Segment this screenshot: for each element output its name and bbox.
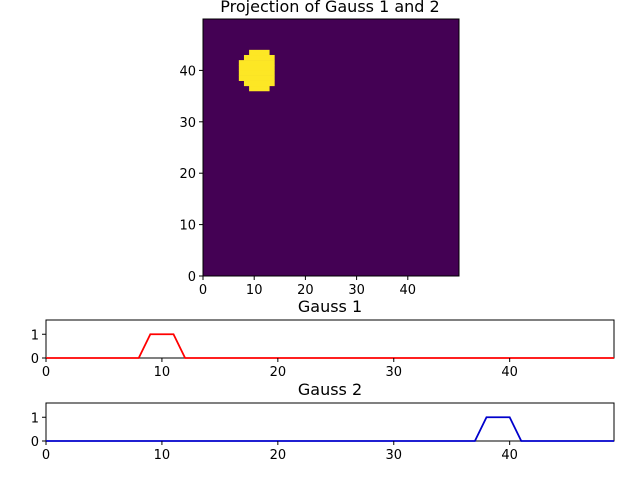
heatmap-cell-row xyxy=(238,70,275,76)
heatmap-panel: Projection of Gauss 1 and 2 0 10 20 30 40 0 1… xyxy=(179,0,460,298)
y-tick-label: 1 xyxy=(31,328,39,343)
x-tick-label: 10 xyxy=(154,448,171,463)
gauss2-axes-frame xyxy=(45,402,615,442)
heatmap-cell-row xyxy=(238,60,275,66)
x-tick-label: 20 xyxy=(270,365,287,380)
heatmap-background xyxy=(203,19,459,276)
gauss2-panel: Gauss 2 0 10 20 30 40 01 xyxy=(31,380,615,463)
x-tick-label: 40 xyxy=(501,365,518,380)
y-tick-label: 1 xyxy=(31,411,39,426)
x-tick-label: 40 xyxy=(501,448,518,463)
y-tick-label: 0 xyxy=(31,435,39,450)
x-tick-label: 20 xyxy=(297,283,314,298)
gauss1-series xyxy=(46,333,614,359)
heatmap-cell-row xyxy=(238,75,275,81)
x-tick-label: 0 xyxy=(199,283,207,298)
x-tick-label: 0 xyxy=(42,448,50,463)
x-tick-label: 40 xyxy=(400,283,417,298)
heatmap-cell-row xyxy=(249,49,270,56)
y-tick-label: 0 xyxy=(31,352,39,367)
heatmap-title: Projection of Gauss 1 and 2 xyxy=(220,0,439,16)
x-tick-label: 20 xyxy=(270,448,287,463)
y-tick-label: 20 xyxy=(179,167,196,182)
series-line xyxy=(46,416,614,442)
x-tick-label: 30 xyxy=(348,283,365,298)
y-tick-label: 0 xyxy=(188,270,196,285)
gauss2-y-ticks: 01 xyxy=(31,411,46,450)
heatmap-cell-row xyxy=(238,65,275,71)
series-line xyxy=(46,333,614,359)
x-tick-label: 10 xyxy=(154,365,171,380)
x-tick-label: 30 xyxy=(385,365,402,380)
gauss2-x-ticks: 0 10 20 30 40 xyxy=(42,441,518,463)
y-tick-label: 10 xyxy=(179,219,196,234)
heatmap-highlight xyxy=(238,49,275,92)
y-tick-label: 30 xyxy=(179,116,196,131)
heatmap-cell-row xyxy=(243,80,275,87)
gauss1-panel: Gauss 1 0 10 20 30 40 01 xyxy=(31,297,615,380)
x-tick-label: 10 xyxy=(246,283,263,298)
heatmap-y-ticks: 0 10 20 30 40 xyxy=(179,64,203,285)
x-tick-label: 0 xyxy=(42,365,50,380)
gauss2-series xyxy=(46,416,614,442)
gauss1-x-ticks: 0 10 20 30 40 xyxy=(42,358,518,380)
gauss1-axes-frame xyxy=(45,319,615,359)
heatmap-x-ticks: 0 10 20 30 40 xyxy=(199,276,416,298)
gauss1-y-ticks: 01 xyxy=(31,328,46,367)
gauss2-title: Gauss 2 xyxy=(298,380,362,399)
gauss1-title: Gauss 1 xyxy=(298,297,362,316)
heatmap-cell-row xyxy=(243,54,275,61)
heatmap-cell-row xyxy=(249,85,270,92)
heatmap-frame xyxy=(202,18,460,277)
y-tick-label: 40 xyxy=(179,64,196,79)
x-tick-label: 30 xyxy=(385,448,402,463)
